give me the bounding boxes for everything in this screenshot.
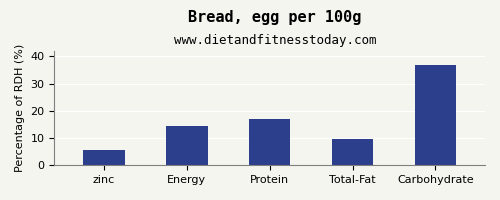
Bar (249, 119, 290, 165)
Bar (84, 150, 125, 165)
Y-axis label: Percentage of RDH (%): Percentage of RDH (%) (15, 44, 25, 172)
Bar (332, 139, 373, 165)
Text: www.dietandfitnesstoday.com: www.dietandfitnesstoday.com (174, 34, 376, 47)
Bar (414, 65, 456, 165)
Text: Bread, egg per 100g: Bread, egg per 100g (188, 10, 362, 25)
Bar (166, 126, 207, 165)
